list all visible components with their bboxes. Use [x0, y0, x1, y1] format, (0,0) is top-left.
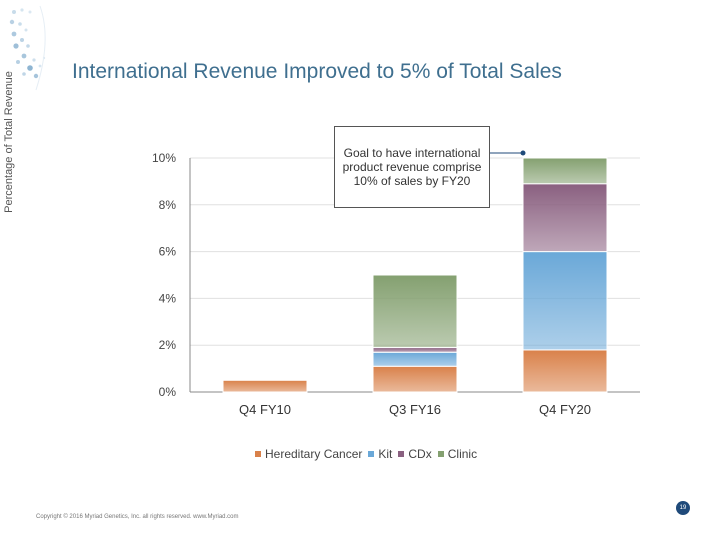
bar-segment-hereditary-cancer [222, 379, 308, 393]
legend-swatch [368, 451, 375, 457]
y-tick-label: 0% [159, 385, 177, 399]
page-number: 19 [676, 501, 690, 515]
y-tick-labels: 0% 2% 4% 6% 8% 10% [152, 151, 176, 399]
y-tick-label: 4% [159, 291, 177, 305]
page-title: International Revenue Improved to 5% of … [72, 60, 562, 83]
legend-swatch [398, 451, 405, 457]
legend-swatch [437, 451, 444, 457]
bar-segment-hereditary-cancer [522, 349, 608, 393]
legend-item: Hereditary Cancer [255, 447, 362, 461]
legend-item: CDx [398, 447, 432, 461]
bar-segment-cdx [522, 183, 608, 253]
bar-segment-kit [372, 351, 458, 367]
legend-label: Clinic [447, 447, 478, 461]
x-tick-label: Q4 FY10 [239, 402, 291, 417]
y-tick-label: 6% [159, 245, 177, 259]
x-tick-label: Q4 FY20 [539, 402, 591, 417]
legend-label: CDx [408, 447, 432, 461]
y-tick-label: 8% [159, 198, 177, 212]
bar-segment-hereditary-cancer [372, 365, 458, 393]
bar-segment-kit [522, 251, 608, 351]
bars [222, 157, 608, 393]
legend-item: Clinic [437, 447, 478, 461]
x-tick-label: Q3 FY16 [389, 402, 441, 417]
goal-callout: Goal to have international product reven… [334, 126, 490, 208]
y-tick-label: 10% [152, 151, 176, 165]
legend-label: Hereditary Cancer [265, 447, 363, 461]
y-tick-label: 2% [159, 338, 177, 352]
copyright-footer: Copyright © 2016 Myriad Genetics, Inc. a… [36, 514, 239, 520]
x-tick-labels: Q4 FY10 Q3 FY16 Q4 FY20 [239, 402, 591, 417]
bar-segment-clinic [522, 157, 608, 185]
legend-label: Kit [378, 447, 393, 461]
legend: Hereditary Cancer Kit CDx Clinic [255, 447, 477, 461]
legend-swatch [255, 451, 261, 457]
bar-segment-clinic [372, 274, 458, 349]
goal-marker [520, 150, 526, 156]
dot-pattern-logo [9, 5, 46, 91]
bar-segment-cdx [372, 347, 458, 353]
legend-item: Kit [368, 447, 392, 461]
